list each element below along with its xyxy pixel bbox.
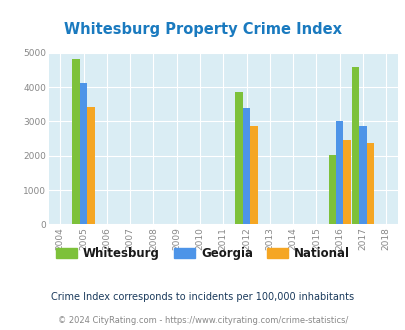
Bar (335, 121, 343, 224)
Bar (235, 92, 242, 224)
Bar (328, 155, 335, 224)
Bar (366, 144, 373, 224)
Bar (351, 67, 358, 224)
Bar (343, 140, 350, 224)
Text: Crime Index corresponds to incidents per 100,000 inhabitants: Crime Index corresponds to incidents per… (51, 292, 354, 302)
Bar (358, 126, 366, 224)
Bar (250, 125, 257, 224)
Text: Whitesburg Property Crime Index: Whitesburg Property Crime Index (64, 22, 341, 37)
Bar (72, 59, 80, 224)
Bar (80, 82, 87, 224)
Text: © 2024 CityRating.com - https://www.cityrating.com/crime-statistics/: © 2024 CityRating.com - https://www.city… (58, 316, 347, 325)
Bar (242, 108, 250, 224)
Legend: Whitesburg, Georgia, National: Whitesburg, Georgia, National (51, 242, 354, 265)
Bar (87, 107, 95, 224)
